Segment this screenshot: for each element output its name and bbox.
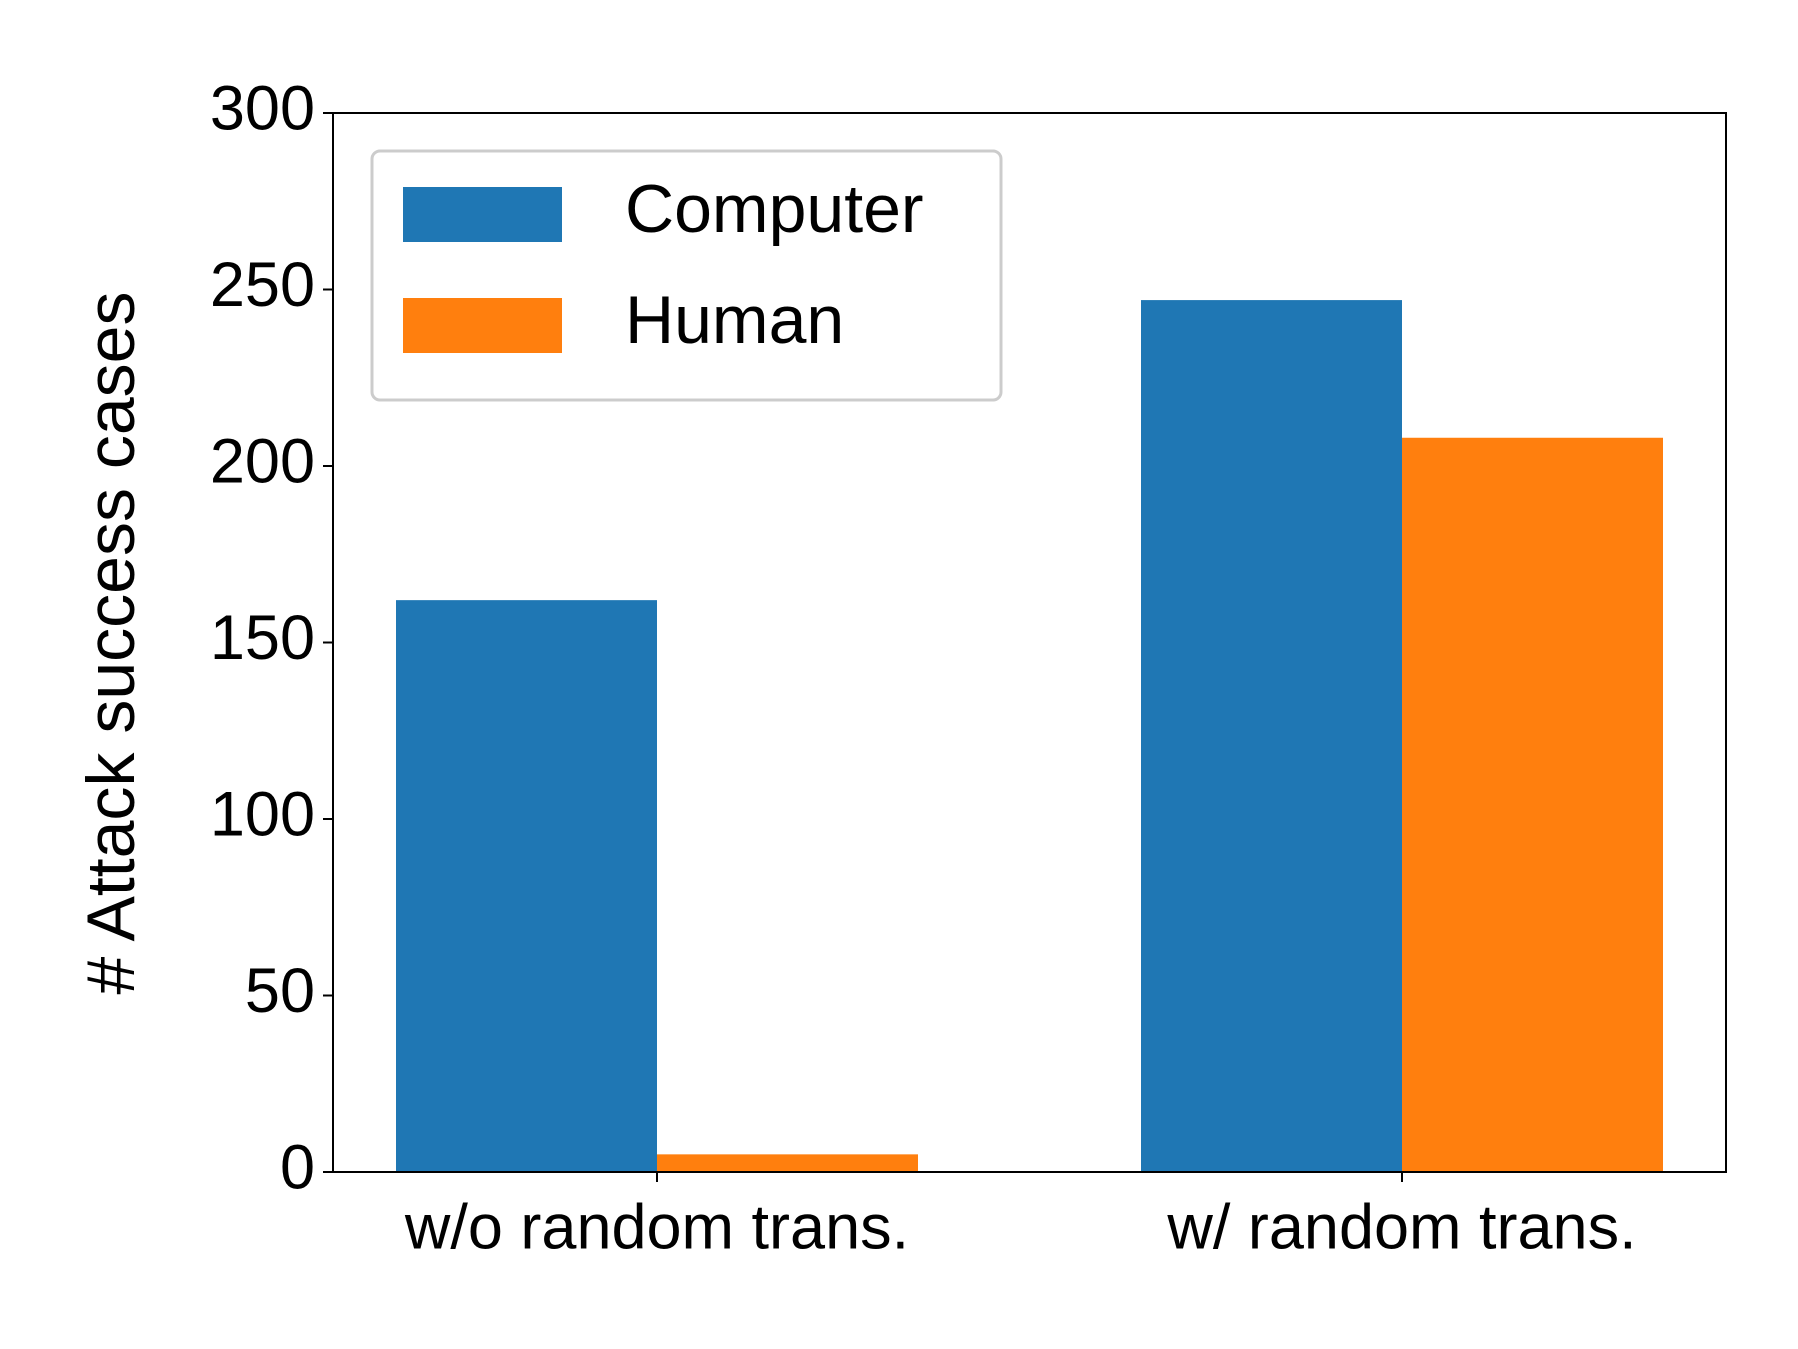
legend-swatch [403, 298, 562, 353]
y-tick-label: 0 [280, 1133, 315, 1203]
bar [1141, 300, 1402, 1173]
y-tick-label: 150 [210, 603, 315, 673]
y-axis-label: # Attack success cases [73, 292, 149, 995]
bar [1402, 437, 1663, 1172]
legend-label: Computer [625, 171, 924, 247]
y-tick-label: 200 [210, 427, 315, 497]
legend-swatch [403, 187, 562, 242]
x-tick-label: w/ random trans. [1166, 1193, 1636, 1263]
x-tick-label: w/o random trans. [404, 1193, 909, 1263]
bar [396, 600, 657, 1172]
axes-frame [332, 112, 1727, 1173]
y-tick-label: 100 [210, 780, 315, 850]
y-tick-label: 300 [210, 74, 315, 144]
y-tick-label: 50 [245, 956, 315, 1026]
legend-label: Human [625, 282, 844, 358]
bar [657, 1154, 918, 1172]
y-tick-label: 250 [210, 250, 315, 320]
